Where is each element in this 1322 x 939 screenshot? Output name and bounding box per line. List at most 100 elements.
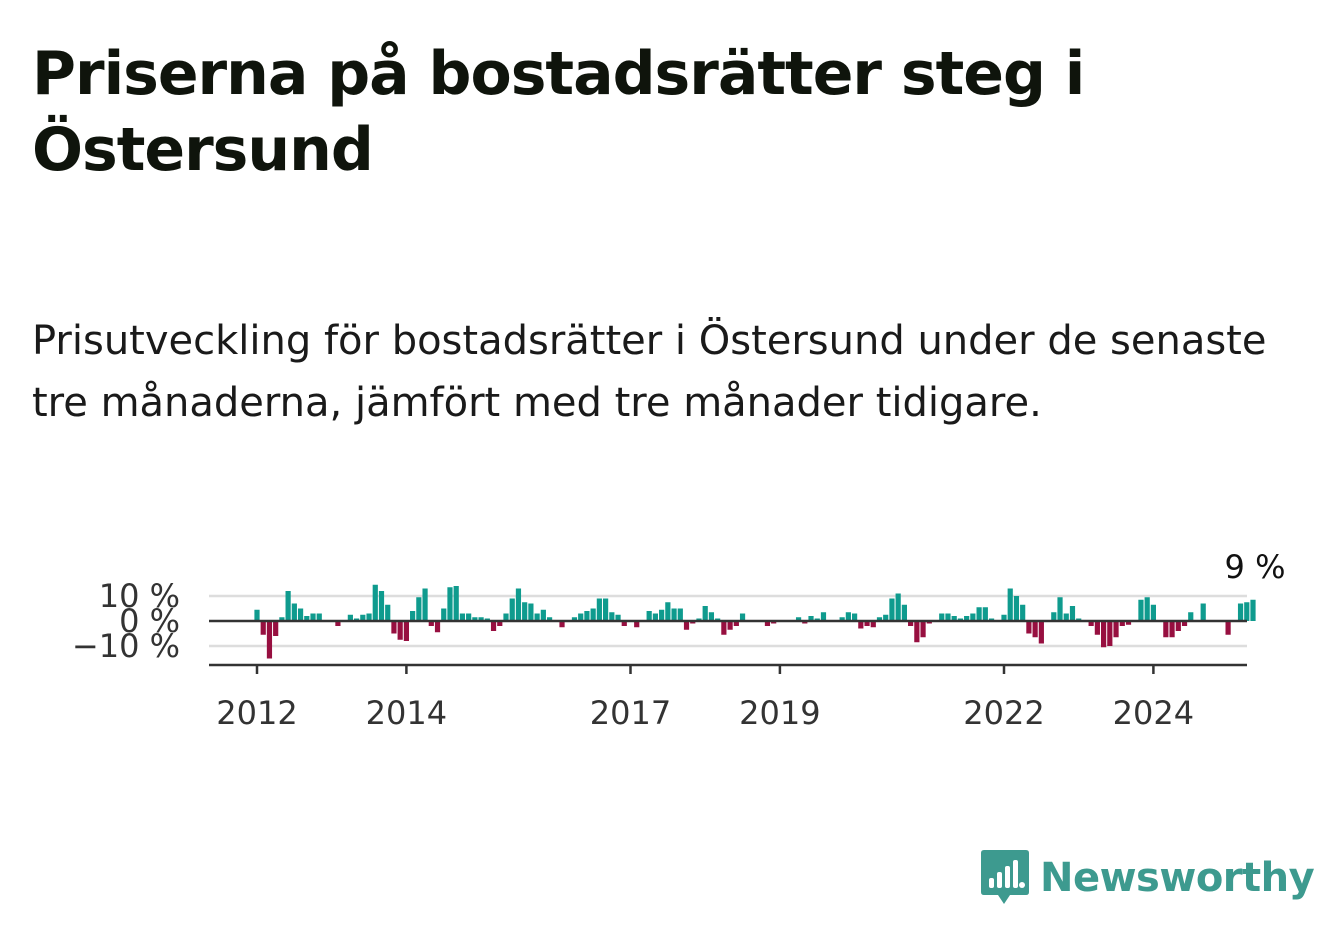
bar <box>478 617 484 621</box>
bar <box>1020 604 1026 621</box>
bar <box>522 602 528 621</box>
bar <box>1038 621 1044 644</box>
x-axis-ticks: 2012 2014 2017 2019 2022 2024 <box>216 665 1194 732</box>
bar <box>1007 588 1013 621</box>
x-tick-label: 2012 <box>216 694 297 732</box>
bar <box>335 621 341 626</box>
bar <box>1101 621 1107 648</box>
bar <box>1051 612 1057 621</box>
bar <box>1200 603 1206 621</box>
bar <box>316 613 322 621</box>
bar <box>702 606 708 621</box>
brand-logo: Newsworthy <box>980 848 1315 908</box>
bar <box>497 621 503 626</box>
chart-subtitle: Prisutveckling för bostadsrätter i Öster… <box>32 318 1267 426</box>
bar <box>391 621 397 634</box>
bar <box>584 611 590 621</box>
bar <box>764 621 771 626</box>
bar <box>490 621 497 631</box>
bar <box>254 609 260 621</box>
bar <box>472 617 478 621</box>
bar <box>285 591 291 621</box>
bar <box>839 617 845 621</box>
bar <box>945 613 951 621</box>
bar <box>416 597 422 621</box>
bar <box>466 613 472 621</box>
bar <box>677 608 683 621</box>
bar <box>428 621 434 626</box>
bar <box>920 621 926 638</box>
bar <box>870 621 876 628</box>
bar <box>596 598 602 621</box>
bar <box>1244 602 1250 621</box>
bar <box>1032 621 1038 638</box>
bar <box>982 607 988 621</box>
bar <box>939 613 945 621</box>
bar <box>889 598 895 621</box>
bar <box>652 613 658 621</box>
bar <box>503 613 509 621</box>
y-tick-label: 0 % <box>119 602 180 640</box>
bar <box>347 614 353 621</box>
bar <box>1144 597 1150 621</box>
y-axis-labels: 10 %0 %−10 % <box>72 577 180 665</box>
bar <box>665 602 671 621</box>
bar <box>422 588 428 621</box>
bar <box>733 621 739 626</box>
bar <box>1107 621 1113 646</box>
bar <box>901 604 907 621</box>
bar <box>385 604 391 621</box>
bar <box>1013 596 1020 621</box>
bar <box>876 617 883 621</box>
bar <box>297 608 304 621</box>
bar <box>621 621 627 626</box>
bar <box>571 617 578 621</box>
brand-name: Newsworthy <box>1040 855 1315 901</box>
bar <box>1150 604 1156 621</box>
bar <box>659 609 665 621</box>
bar <box>615 614 621 621</box>
bar <box>820 612 827 621</box>
bar <box>260 621 266 635</box>
bar <box>739 613 746 621</box>
bar <box>895 593 901 621</box>
bar <box>976 607 982 621</box>
bar <box>540 609 546 621</box>
bar <box>609 612 615 621</box>
bar <box>1125 621 1132 625</box>
bar <box>1181 621 1188 626</box>
bar <box>964 616 970 621</box>
bar <box>845 612 851 621</box>
bar <box>441 608 447 621</box>
bar <box>970 613 976 621</box>
bar <box>1175 621 1181 631</box>
bar <box>908 621 914 626</box>
x-tick-label: 2022 <box>963 694 1044 732</box>
last-value-label: 9 % <box>1225 548 1286 586</box>
newsworthy-logo-icon <box>981 850 1029 904</box>
bar <box>1026 621 1032 634</box>
bar <box>266 621 273 659</box>
bar <box>410 611 416 621</box>
bar <box>858 621 864 629</box>
x-tick-label: 2019 <box>739 694 820 732</box>
bar <box>559 621 565 628</box>
bar <box>795 617 802 621</box>
bar <box>1063 613 1069 621</box>
bar <box>310 613 316 621</box>
bar <box>515 588 522 621</box>
x-tick-label: 2014 <box>366 694 447 732</box>
y-tick-label: −10 % <box>72 627 180 665</box>
bar <box>397 621 403 640</box>
bar-chart: 10 %0 %−10 % 2012 2014 2017 2019 2022 2024 9 … <box>72 548 1286 732</box>
bar <box>1119 621 1125 626</box>
bar <box>291 603 297 621</box>
bar <box>1188 612 1194 621</box>
bar <box>434 621 441 633</box>
bar <box>864 621 870 626</box>
bar <box>528 603 534 621</box>
bar <box>951 616 957 621</box>
bar <box>852 613 858 621</box>
bar <box>1069 606 1076 621</box>
bar <box>1237 603 1244 621</box>
